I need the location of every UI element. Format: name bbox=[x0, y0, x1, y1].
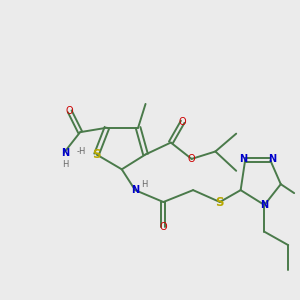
Text: N: N bbox=[260, 200, 268, 210]
Text: N: N bbox=[268, 154, 276, 164]
Text: O: O bbox=[160, 222, 167, 232]
Text: N: N bbox=[61, 148, 69, 158]
Text: S: S bbox=[92, 148, 101, 161]
Text: O: O bbox=[66, 106, 74, 116]
Text: N: N bbox=[131, 185, 139, 195]
Text: -H: -H bbox=[76, 147, 86, 156]
Text: O: O bbox=[188, 154, 195, 164]
Text: S: S bbox=[216, 196, 224, 208]
Text: O: O bbox=[179, 117, 187, 127]
Text: H: H bbox=[62, 160, 68, 169]
Text: H: H bbox=[141, 180, 147, 189]
Text: N: N bbox=[240, 154, 248, 164]
